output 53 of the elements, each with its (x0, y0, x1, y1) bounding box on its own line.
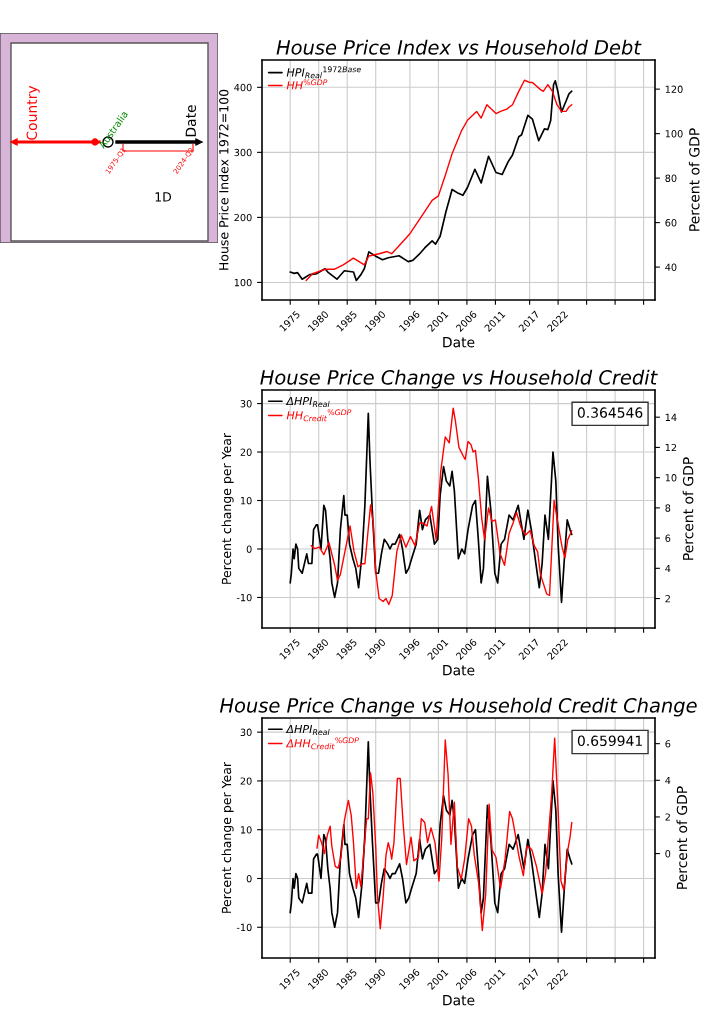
y2-tick-label: 2 (665, 595, 670, 603)
y2-tick-label: 2 (665, 813, 670, 821)
legend-label: HH$_{Credit}$$^{%GDP}$ (286, 409, 352, 422)
y2-tick-label: 60 (665, 219, 677, 227)
y-tick-label: -10 (236, 923, 252, 932)
y-tick-label: 20 (240, 448, 252, 456)
chart-title: House Price Change vs Household Credit (260, 369, 658, 389)
y-tick-label: 0 (246, 545, 252, 553)
y-tick-label: 100 (234, 278, 252, 287)
y2-tick-label: 6 (665, 534, 671, 542)
y2-tick-label: 80 (665, 174, 677, 182)
y2-tick-label: 4 (665, 776, 671, 784)
y-tick-label: 30 (240, 728, 252, 736)
x-axis-title: Date (443, 337, 475, 348)
y-axis-title: Percent change per Year (221, 761, 234, 913)
y-tick-label: 10 (240, 826, 252, 834)
y2-axis-title: Percent of GDP (688, 128, 700, 231)
x-axis-title: Date (443, 995, 475, 1006)
x-axis-title: Date (443, 665, 475, 676)
text: Date (185, 105, 197, 137)
legend-label: ΔHH$_{Credit}$$^{%GDP}$ (285, 737, 359, 750)
chart-title: House Price Index vs Household Debt (276, 39, 642, 55)
y2-tick-label: 0 (665, 850, 671, 858)
legend-label: ΔHPI$_{Real}$ (285, 725, 330, 736)
y-axis-title: House Price Index 1972=100 (218, 89, 229, 270)
text: 1D (155, 192, 172, 202)
y-tick-label: -10 (236, 593, 252, 602)
y2-tick-label: 8 (665, 504, 671, 512)
y2-tick-label: 100 (665, 130, 683, 138)
annotation: 0.659941 (577, 735, 642, 747)
y2-tick-label: 6 (665, 740, 671, 748)
annotation: 0.364546 (577, 407, 643, 418)
legend-label: ΔHPI$_{Real}$ (285, 397, 330, 408)
y2-tick-label: 14 (665, 413, 677, 421)
y2-tick-label: 10 (665, 474, 677, 482)
y-tick-label: 0 (246, 874, 252, 883)
legend-label: HPI$_{Real}$$^{1972Base}$ (286, 66, 361, 79)
y-tick-label: 10 (240, 497, 252, 505)
y-tick-label: 30 (240, 400, 252, 408)
y2-tick-label: 4 (665, 564, 671, 572)
y-axis-title: Percent change per Year (221, 432, 234, 584)
chart-title: House Price Change vs Household Credit Change (219, 697, 697, 717)
legend-label: HH$^{%GDP}$ (286, 79, 328, 90)
y2-tick-label: 40 (665, 263, 677, 271)
y-tick-label: 300 (234, 148, 252, 157)
y2-axis-title: Percent of GDP (676, 786, 688, 889)
y-tick-label: 20 (240, 777, 252, 785)
y2-axis-title: Percent of GDP (682, 457, 694, 560)
text: Country (26, 85, 40, 140)
y2-tick-label: 12 (665, 443, 677, 452)
y2-tick-label: 120 (665, 85, 683, 93)
y-tick-label: 400 (234, 83, 252, 92)
y-tick-label: 200 (234, 213, 252, 222)
